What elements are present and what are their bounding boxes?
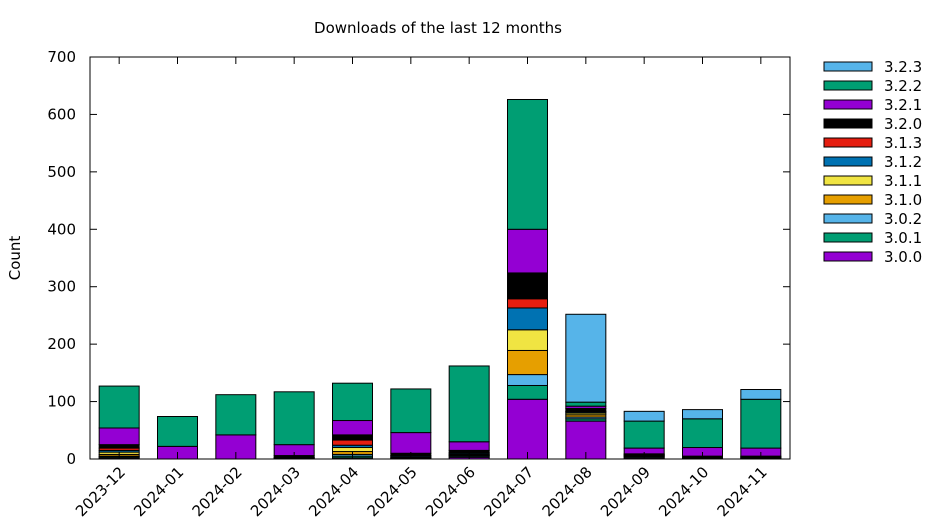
- y-tick-label: 0: [66, 450, 76, 468]
- legend-swatch: [823, 137, 873, 148]
- bar-segment-3-2-2: [157, 416, 198, 447]
- bar-segment-3-2-2: [565, 401, 607, 407]
- y-tick-label: 600: [47, 105, 76, 123]
- bar-segment-3-2-0: [507, 272, 548, 300]
- bar-segment-3-2-1: [332, 420, 373, 436]
- bar-segment-3-1-3: [507, 298, 548, 309]
- bar-segment-3-2-2: [98, 385, 140, 429]
- legend-swatch: [823, 156, 873, 167]
- x-tick-label: 2024-01: [130, 463, 187, 520]
- x-tick-label: 2024-05: [364, 463, 421, 520]
- legend-label: 3.2.3: [884, 58, 922, 76]
- chart-title: Downloads of the last 12 months: [314, 19, 562, 37]
- bar-segment-3-2-2: [623, 420, 665, 449]
- x-tick-label: 2024-06: [422, 463, 479, 520]
- legend-label: 3.2.0: [884, 115, 922, 133]
- legend-swatch: [823, 213, 873, 224]
- bar-segment-3-2-2: [507, 98, 548, 230]
- bar-segment-3-2-2: [448, 365, 490, 443]
- bar-segment-3-2-3: [740, 389, 782, 400]
- bar-segment-3-0-0: [507, 398, 548, 460]
- bar-segment-3-1-0: [507, 349, 548, 376]
- legend-label: 3.1.2: [884, 153, 922, 171]
- y-tick-label: 100: [47, 393, 76, 411]
- plot-frame: [89, 56, 791, 460]
- bar-segment-3-0-1: [507, 384, 548, 400]
- legend-label: 3.1.0: [884, 191, 922, 209]
- bar-segment-3-1-2: [507, 307, 548, 331]
- legend-label: 3.0.0: [884, 248, 922, 266]
- legend-label: 3.2.2: [884, 77, 922, 95]
- legend-swatch: [823, 232, 873, 243]
- bar-segment-3-2-1: [390, 432, 432, 454]
- legend-label: 3.2.1: [884, 96, 922, 114]
- legend-swatch: [823, 194, 873, 205]
- bar-segment-3-1-1: [332, 447, 373, 453]
- bar-segment-3-2-1: [448, 441, 490, 451]
- bar-segment-3-2-1: [98, 427, 140, 446]
- y-tick-label: 400: [47, 220, 76, 238]
- legend-label: 3.0.1: [884, 229, 922, 247]
- bar-segment-3-2-3: [623, 410, 665, 422]
- bar-segment-3-2-2: [740, 398, 782, 449]
- legend-swatch: [823, 175, 873, 186]
- bar-segment-3-2-1: [507, 228, 548, 274]
- y-tick-label: 700: [47, 48, 76, 66]
- bar-segment-3-2-3: [565, 313, 607, 403]
- x-tick-label: 2024-04: [305, 463, 362, 520]
- legend-swatch: [823, 99, 873, 110]
- bar-segment-3-2-3: [682, 409, 723, 420]
- legend-swatch: [823, 80, 873, 91]
- y-tick-label: 200: [47, 335, 76, 353]
- y-axis-label: Count: [6, 236, 24, 281]
- bar-segment-3-2-2: [332, 382, 373, 422]
- x-tick-label: 2024-08: [539, 463, 596, 520]
- bar-segment-3-2-2: [215, 394, 257, 436]
- x-tick-label: 2024-11: [714, 463, 771, 520]
- x-tick-label: 2024-09: [597, 463, 654, 520]
- x-tick-label: 2024-03: [247, 463, 304, 520]
- bar-segment-3-2-0: [332, 434, 373, 441]
- x-tick-label: 2024-07: [480, 463, 537, 520]
- bar-segment-3-2-2: [273, 391, 315, 446]
- legend-label: 3.0.2: [884, 210, 922, 228]
- bar-segment-3-2-0: [98, 444, 140, 449]
- x-tick-label: 2024-10: [655, 463, 712, 520]
- bar-segment-3-2-2: [390, 388, 432, 434]
- y-tick-label: 500: [47, 163, 76, 181]
- bar-segment-3-1-1: [507, 329, 548, 351]
- bars-layer: [98, 98, 782, 460]
- legend-label: 3.1.1: [884, 172, 922, 190]
- legend: 3.2.33.2.23.2.13.2.03.1.33.1.23.1.13.1.0…: [823, 58, 922, 266]
- x-tick-label: 2023-12: [72, 463, 129, 520]
- y-tick-layer: 0 100 200 300 400 500 600 700: [47, 48, 790, 468]
- legend-swatch: [823, 118, 873, 129]
- legend-swatch: [823, 61, 873, 72]
- bar-segment-3-1-3: [332, 439, 373, 446]
- x-tick-label: 2024-02: [189, 463, 246, 520]
- y-tick-label: 300: [47, 278, 76, 296]
- legend-label: 3.1.3: [884, 134, 922, 152]
- bar-segment-3-2-2: [682, 418, 723, 449]
- bar-segment-3-0-2: [507, 374, 548, 386]
- legend-swatch: [823, 251, 873, 262]
